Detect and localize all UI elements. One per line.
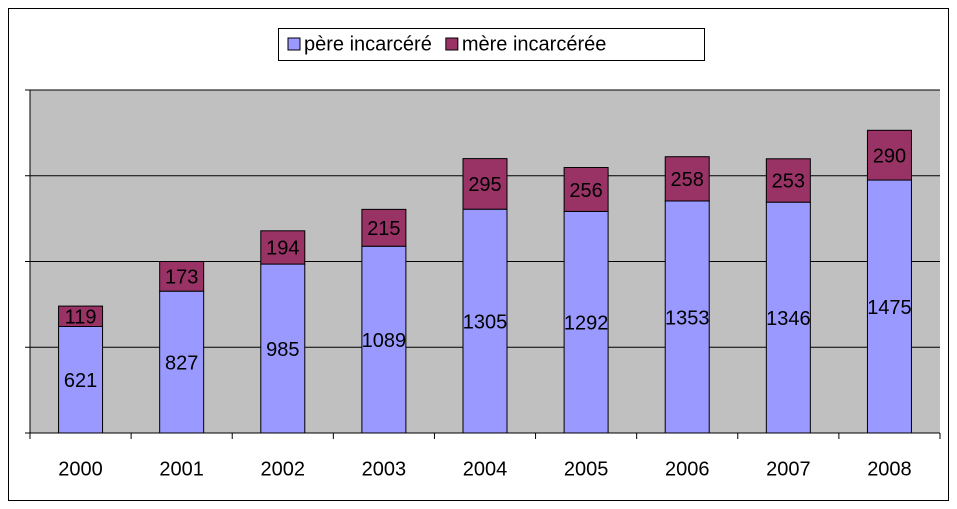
x-tick-label: 2001 xyxy=(159,458,204,480)
value-label: 827 xyxy=(165,352,198,374)
legend-swatch xyxy=(445,37,459,51)
bar-segment xyxy=(664,156,710,202)
x-tick-label: 2005 xyxy=(564,458,609,480)
bar-segment xyxy=(563,210,609,434)
value-label: 1089 xyxy=(362,330,407,352)
value-label: 194 xyxy=(266,238,299,260)
bar-segment xyxy=(664,200,710,434)
x-tick-label: 2007 xyxy=(766,458,811,480)
x-tick-label: 2000 xyxy=(58,458,103,480)
bar-segment xyxy=(462,208,508,434)
x-tick-label: 2008 xyxy=(867,458,912,480)
bar-segment xyxy=(260,263,306,434)
value-label: 1305 xyxy=(463,311,508,333)
bar-segment xyxy=(765,201,811,434)
value-label: 621 xyxy=(64,370,97,392)
bar-segment xyxy=(361,245,407,434)
value-label: 1353 xyxy=(665,307,710,329)
value-label: 173 xyxy=(165,267,198,289)
x-tick-label: 2004 xyxy=(463,458,508,480)
value-label: 1292 xyxy=(564,312,609,334)
bar-segment xyxy=(462,158,508,210)
value-label: 215 xyxy=(367,218,400,240)
value-label: 295 xyxy=(468,174,501,196)
bar-segment xyxy=(361,208,407,247)
value-label: 258 xyxy=(671,169,704,191)
value-label: 985 xyxy=(266,339,299,361)
legend-label: père incarcéré xyxy=(304,33,432,55)
x-tick-label: 2003 xyxy=(362,458,407,480)
bar-segment xyxy=(866,179,912,434)
bar-segment xyxy=(765,158,811,203)
x-tick-label: 2002 xyxy=(261,458,306,480)
value-label: 253 xyxy=(772,171,805,193)
value-label: 119 xyxy=(65,307,97,329)
legend xyxy=(278,28,705,61)
legend-label: mère incarcérée xyxy=(462,33,607,55)
value-label: 290 xyxy=(873,145,906,167)
x-tick-label: 2006 xyxy=(665,458,710,480)
value-label: 1346 xyxy=(766,308,811,330)
value-label: 1475 xyxy=(867,297,912,319)
bar-segment xyxy=(159,261,205,292)
bar-segment xyxy=(58,325,104,434)
value-label: 256 xyxy=(569,180,602,202)
bar-segment xyxy=(866,129,912,181)
bar-segment xyxy=(58,305,104,327)
bar-segment xyxy=(260,230,306,265)
legend-swatch xyxy=(287,37,301,51)
bar-segment xyxy=(563,167,609,212)
